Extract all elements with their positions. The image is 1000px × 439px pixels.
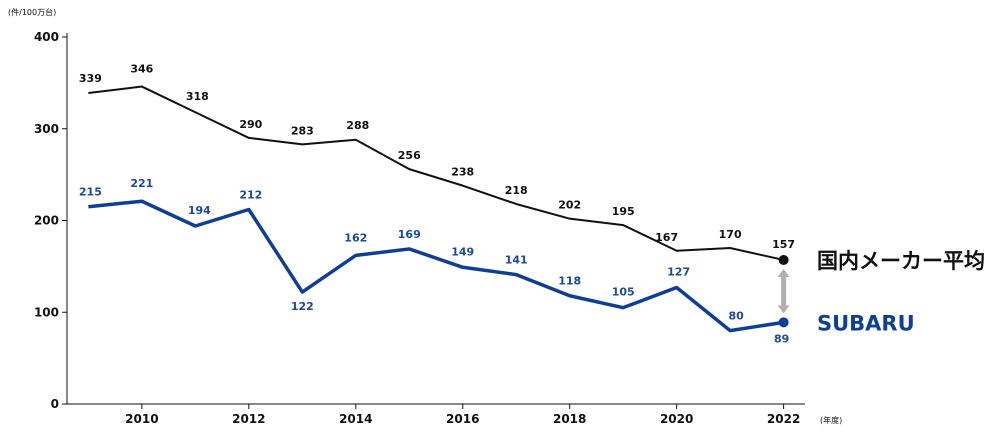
x-tick-label: 2020 (660, 412, 693, 426)
x-tick-label: 2010 (125, 412, 158, 426)
subaru-data-label: 89 (774, 332, 789, 345)
subaru-series-name: SUBARU (817, 311, 915, 335)
domestic-average-end-point (778, 254, 789, 265)
x-ticks: 2010 2012 2014 2016 2018 2020 2022 (125, 404, 800, 426)
domestic-average-series-name: 国内メーカー平均 (817, 249, 985, 273)
subaru-data-label: 194 (188, 204, 211, 217)
x-tick-label: 2016 (446, 412, 479, 426)
domestic-average-data-label: 290 (239, 118, 262, 131)
subaru-data-label: 127 (667, 265, 690, 278)
gap-arrow-head-down (777, 305, 790, 314)
x-tick-label: 2022 (767, 412, 800, 426)
subaru-data-label: 122 (291, 300, 314, 313)
domestic-average-data-label: 256 (398, 149, 421, 162)
subaru-data-label: 221 (130, 177, 153, 190)
subaru-data-label: 212 (239, 188, 262, 201)
subaru-data-label: 105 (612, 286, 635, 299)
subaru-data-label: 141 (505, 254, 528, 267)
subaru-data-label: 118 (558, 275, 581, 288)
subaru-data-label: 149 (451, 245, 474, 258)
domestic-average-data-label: 339 (79, 72, 102, 85)
domestic-average-data-label: 167 (655, 231, 678, 244)
domestic-average-data-label: 157 (772, 238, 795, 251)
series-group: 339 346 318 290 283 288 256 238 218 202 195 167 170 1… (79, 63, 985, 346)
y-tick-label: 200 (34, 214, 59, 228)
subaru-data-label: 169 (398, 228, 421, 241)
y-tick-label: 300 (34, 122, 59, 136)
domestic-average-data-label: 318 (186, 90, 209, 103)
subaru-line (88, 199, 784, 333)
y-tick-label: 100 (34, 305, 59, 319)
y-tick-label: 0 (51, 397, 59, 411)
subaru-data-label: 162 (344, 231, 367, 244)
domestic-average-data-label: 170 (719, 228, 742, 241)
x-tick-label: 2018 (553, 412, 586, 426)
gap-arrow-head-up (777, 268, 790, 277)
subaru-end-point (778, 317, 789, 328)
y-ticks: 0 100 200 300 400 (34, 30, 67, 411)
subaru-data-label: 215 (79, 186, 102, 199)
domestic-average-data-label: 202 (558, 199, 581, 212)
domestic-average-data-label: 283 (291, 124, 314, 137)
domestic-average-data-label: 218 (505, 184, 528, 197)
domestic-average-line (88, 85, 784, 261)
gap-arrow (777, 268, 790, 314)
domestic-average-data-label: 288 (346, 119, 369, 132)
domestic-average-data-label: 195 (612, 205, 635, 218)
y-tick-label: 400 (34, 30, 59, 44)
domestic-average-data-label: 346 (130, 63, 153, 76)
x-tick-label: 2014 (339, 412, 372, 426)
x-tick-label: 2012 (232, 412, 265, 426)
subaru-data-label: 80 (728, 310, 744, 323)
y-unit-label: (件/100万台) (8, 7, 56, 17)
x-unit-label: (年度) (820, 415, 842, 425)
domestic-average-data-label: 238 (451, 166, 474, 179)
